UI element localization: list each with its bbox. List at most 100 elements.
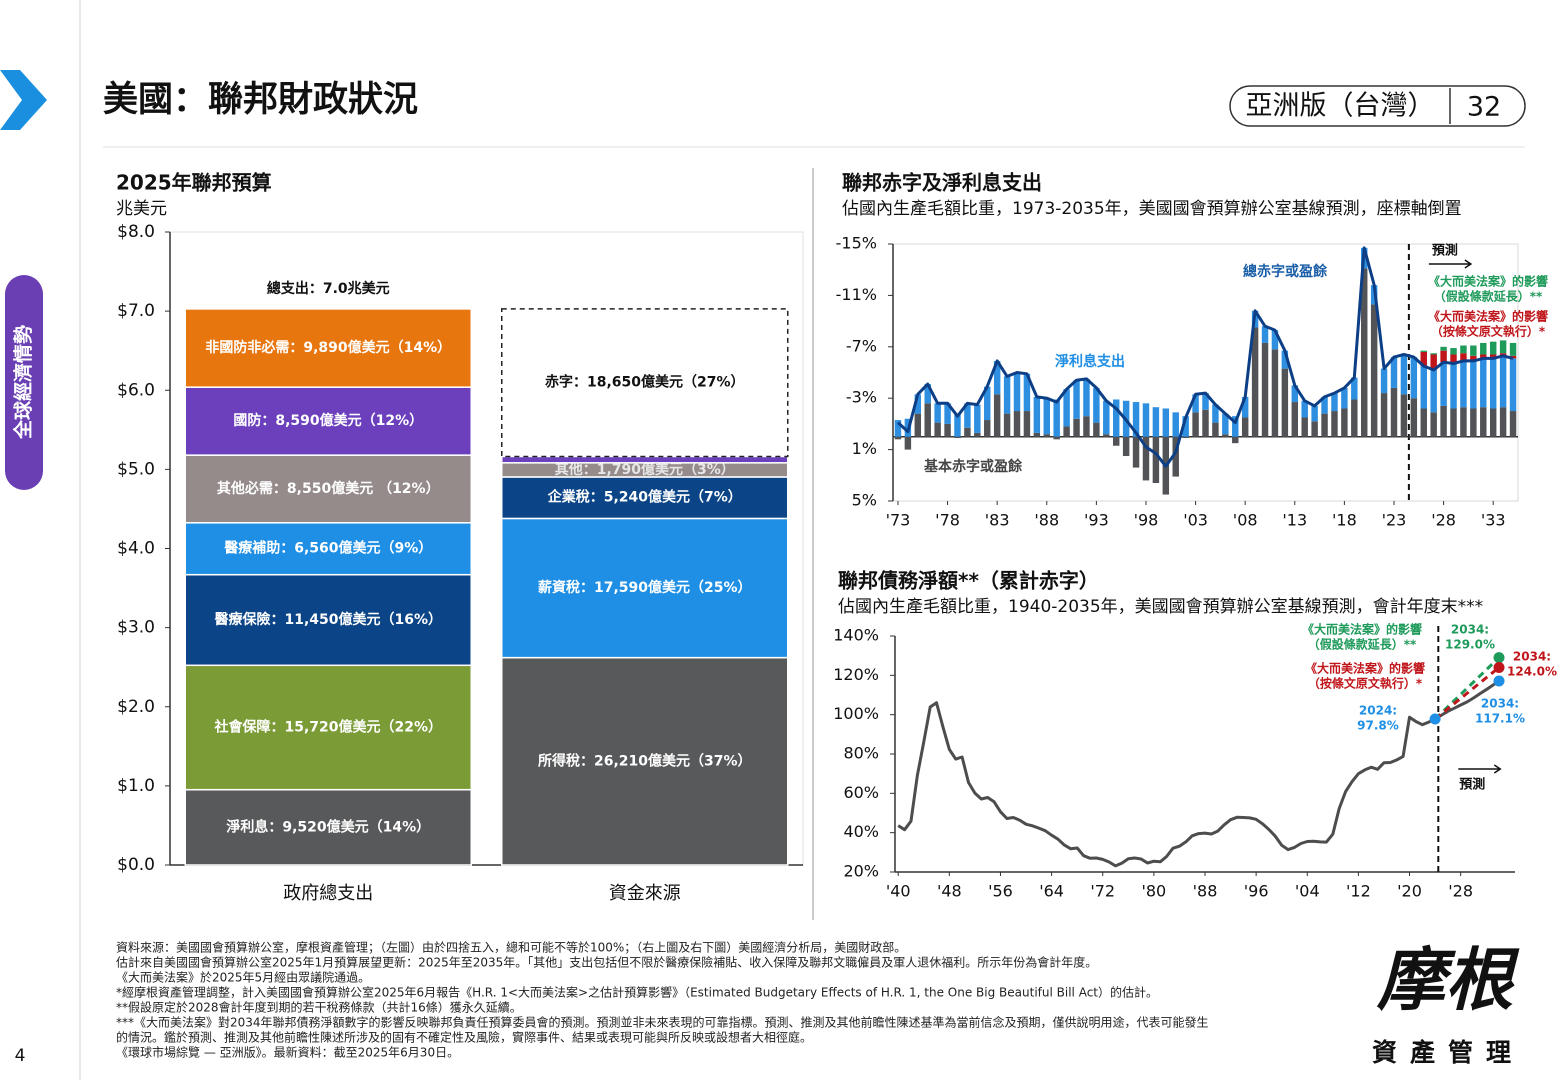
point-dot bbox=[1429, 713, 1441, 725]
bar bbox=[1470, 360, 1477, 409]
x-tick-label: '28 bbox=[1431, 511, 1456, 530]
bar bbox=[1499, 355, 1507, 408]
bar bbox=[1301, 417, 1308, 437]
segment-label: 其他：1,790億美元（3%） bbox=[555, 461, 735, 478]
y-tick-label: 80% bbox=[843, 744, 879, 763]
bar bbox=[1093, 422, 1100, 437]
y-tick-label: $1.0 bbox=[117, 776, 155, 796]
policy-note: 《大而美法案》的影響 bbox=[1428, 274, 1548, 289]
x-tick-label: '13 bbox=[1282, 511, 1307, 530]
bar bbox=[1003, 413, 1011, 437]
policy-bar bbox=[1480, 342, 1487, 355]
bar-segment bbox=[501, 656, 789, 866]
y-tick-label: 120% bbox=[833, 665, 879, 684]
bar-segment bbox=[184, 573, 472, 667]
bar bbox=[1172, 412, 1179, 437]
bar bbox=[1053, 436, 1060, 440]
segment-label: 社會保障：15,720億美元（22%） bbox=[213, 718, 442, 735]
badge-page: 32 bbox=[1467, 92, 1501, 123]
x-tick-label: '98 bbox=[1134, 511, 1159, 530]
bar bbox=[1460, 360, 1467, 408]
bar bbox=[914, 394, 922, 414]
bar bbox=[984, 420, 991, 437]
bar bbox=[1430, 412, 1437, 437]
policy-bar bbox=[1440, 346, 1447, 351]
x-tick-label: '56 bbox=[988, 882, 1013, 901]
policy-note: （按條文原文執行）* bbox=[1431, 324, 1546, 339]
x-tick-label: '04 bbox=[1295, 882, 1320, 901]
bar bbox=[1182, 416, 1189, 437]
chart-title: 聯邦債務淨額**（累計赤字） bbox=[838, 569, 1099, 593]
bar bbox=[1390, 387, 1398, 437]
bar bbox=[1023, 373, 1031, 412]
bar bbox=[924, 384, 931, 404]
bar bbox=[1301, 400, 1308, 418]
bar bbox=[1341, 408, 1348, 437]
bar bbox=[1023, 411, 1031, 437]
bar bbox=[1013, 372, 1021, 412]
y-tick-label: -11% bbox=[836, 285, 877, 304]
y-tick-label: $7.0 bbox=[117, 301, 155, 321]
x-tick-label: '08 bbox=[1233, 511, 1258, 530]
bar bbox=[924, 403, 931, 437]
bar bbox=[1370, 304, 1378, 437]
chart-subtitle: 佔國內生產毛額比重，1973-2035年，美國國會預算辦公室基線預測，座標軸倒置 bbox=[842, 199, 1462, 219]
bar bbox=[1202, 393, 1209, 410]
bar bbox=[904, 436, 912, 450]
y-tick-label: 1% bbox=[852, 439, 877, 458]
point-note: 《大而美法案》的影響 bbox=[1302, 622, 1422, 637]
bar bbox=[984, 386, 991, 421]
bar bbox=[1212, 404, 1219, 423]
bar bbox=[1261, 342, 1269, 437]
policy-bar bbox=[1450, 348, 1457, 355]
bar bbox=[1450, 408, 1457, 437]
bar bbox=[1241, 396, 1249, 418]
point-note: 2034: bbox=[1481, 697, 1519, 711]
bar bbox=[1450, 363, 1457, 409]
bar bbox=[894, 436, 902, 440]
bar bbox=[1480, 358, 1487, 408]
debt-line bbox=[897, 679, 1500, 868]
policy-bar bbox=[1430, 354, 1437, 370]
y-tick-label: 40% bbox=[843, 822, 879, 841]
bar-segment bbox=[501, 455, 789, 464]
bar-segment bbox=[184, 522, 472, 576]
bar bbox=[1033, 432, 1041, 437]
total-annotation: 總支出：7.0兆美元 bbox=[267, 280, 390, 297]
footnote: 估計來自美國國會預算辦公室2025年1月預算展望更新：2025年至2035年。「… bbox=[116, 955, 1097, 970]
bar-segment bbox=[501, 476, 789, 520]
bar bbox=[1331, 411, 1338, 437]
logo-subtitle: 資產管理 bbox=[1372, 1038, 1524, 1067]
projection-line bbox=[1434, 666, 1500, 721]
policy-bar bbox=[1470, 355, 1477, 361]
bar bbox=[974, 432, 981, 437]
y-tick-label: -3% bbox=[846, 388, 877, 407]
bar bbox=[1251, 327, 1259, 437]
y-tick-label: $5.0 bbox=[117, 459, 155, 479]
bar bbox=[993, 394, 1001, 437]
bar bbox=[1132, 436, 1140, 468]
y-tick-label: 20% bbox=[843, 862, 879, 881]
policy-bar bbox=[1470, 345, 1477, 356]
footnote: 《大而美法案》於2025年5月經由眾議院通過。 bbox=[116, 970, 370, 985]
forecast-arrow bbox=[1458, 764, 1502, 774]
bar bbox=[1122, 436, 1130, 457]
y-tick-label: $4.0 bbox=[117, 539, 155, 559]
segment-label: 赤字：18,650億美元（27%） bbox=[545, 374, 745, 391]
bar bbox=[1440, 405, 1447, 437]
point-note: （按條文原文執行）* bbox=[1308, 676, 1423, 691]
x-tick-label: '73 bbox=[886, 511, 911, 530]
bar bbox=[1112, 436, 1120, 446]
bar bbox=[954, 414, 961, 437]
page-title: 美國：聯邦財政狀況 bbox=[103, 80, 418, 120]
bar bbox=[1271, 349, 1279, 437]
x-tick-label: '64 bbox=[1039, 882, 1064, 901]
bar-segment bbox=[501, 308, 789, 458]
policy-bar bbox=[1489, 341, 1497, 355]
segment-label: 企業稅：5,240億美元（7%） bbox=[547, 489, 742, 506]
deficit-line bbox=[896, 246, 1514, 468]
logo-name: 摩根 bbox=[1376, 941, 1520, 1021]
y-tick-label: -15% bbox=[836, 234, 877, 253]
bar bbox=[1202, 409, 1209, 437]
x-tick-label: '23 bbox=[1382, 511, 1407, 530]
